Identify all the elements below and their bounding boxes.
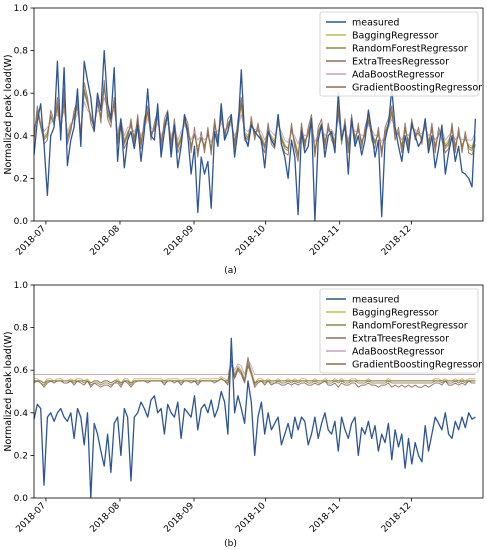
legend-entry: GradientBoostingRegressor xyxy=(352,83,482,94)
x-tick-label: 2018-07 xyxy=(14,224,48,258)
x-tick-label: 2018-08 xyxy=(88,501,122,535)
x-tick-label: 2018-11 xyxy=(308,224,342,258)
legend-entry: measured xyxy=(352,295,399,306)
legend-entry: AdaBoostRegressor xyxy=(352,347,444,358)
y-tick-label: 0.6 xyxy=(14,366,29,376)
chart-caption: (b) xyxy=(224,539,237,549)
legend-entry: AdaBoostRegressor xyxy=(352,70,444,81)
plot-frame xyxy=(33,284,484,499)
legend-entry: ExtraTreesRegressor xyxy=(352,57,449,68)
x-tick-label: 2018-07 xyxy=(14,501,48,535)
x-tick-label: 2018-12 xyxy=(380,501,414,535)
legend-entry: measured xyxy=(352,18,399,29)
series-line-GradientBoostingRegressor xyxy=(34,356,476,384)
x-tick-label: 2018-09 xyxy=(162,224,196,258)
series-line-RandomForestRegressor xyxy=(34,361,476,386)
x-tick-label: 2018-10 xyxy=(234,224,268,258)
y-tick-label: 1.0 xyxy=(14,281,29,291)
x-tick-label: 2018-09 xyxy=(162,501,196,535)
chart-panel-2: 0.0 0.2 0.4 0.6 0.8 1.0 2018-07 2018-08 2018-09 2… xyxy=(3,281,484,549)
y-tick-label: 0.0 xyxy=(14,217,29,227)
legend-entry: RandomForestRegressor xyxy=(352,321,468,332)
legend: measured BaggingRegressor RandomForestRegr… xyxy=(319,11,482,97)
y-tick-label: 0.2 xyxy=(14,451,28,461)
series-line-measured xyxy=(34,49,477,221)
legend-entry: BaggingRegressor xyxy=(352,308,438,319)
legend-entry: GradientBoostingRegressor xyxy=(352,360,482,371)
y-tick-label: 0.0 xyxy=(14,494,29,504)
series-group xyxy=(34,337,476,498)
series-line-ExtraTreesRegressor xyxy=(34,363,476,388)
chart-panel-1: 0.0 0.2 0.4 0.6 0.8 1.0 2018-07 2018-08 2018-09 2… xyxy=(3,4,484,276)
legend-box xyxy=(319,288,479,374)
x-tick-label: 2018-11 xyxy=(308,501,342,535)
series-line-GradientBoostingRegressor xyxy=(34,86,476,156)
legend-entry: RandomForestRegressor xyxy=(352,44,468,55)
series-line-ExtraTreesRegressor xyxy=(34,79,476,162)
series-line-measured xyxy=(34,337,476,498)
chart-caption: (a) xyxy=(224,266,237,276)
x-tick-label: 2018-10 xyxy=(234,501,268,535)
y-tick-label: 0.4 xyxy=(14,409,29,419)
x-tick-label: 2018-08 xyxy=(88,224,122,258)
legend-entry: ExtraTreesRegressor xyxy=(352,334,449,345)
series-line-AdaBoostRegressor xyxy=(34,359,476,375)
x-tick-label: 2018-12 xyxy=(380,224,414,258)
y-tick-label: 0.8 xyxy=(14,47,29,57)
y-tick-label: 1.0 xyxy=(14,4,29,14)
y-tick-label: 0.4 xyxy=(14,132,29,142)
y-axis-label: Normalized peak load(W) xyxy=(3,54,14,174)
series-group xyxy=(34,49,477,221)
legend-entry: BaggingRegressor xyxy=(352,31,438,42)
y-tick-label: 0.8 xyxy=(14,324,29,334)
y-tick-label: 0.6 xyxy=(14,89,29,99)
legend: measured BaggingRegressor RandomForestRegr… xyxy=(319,288,482,374)
y-axis-label: Normalized peak load(W) xyxy=(3,331,14,451)
y-tick-label: 0.2 xyxy=(14,174,28,184)
plot-frame xyxy=(33,7,484,222)
legend-box xyxy=(319,11,479,97)
